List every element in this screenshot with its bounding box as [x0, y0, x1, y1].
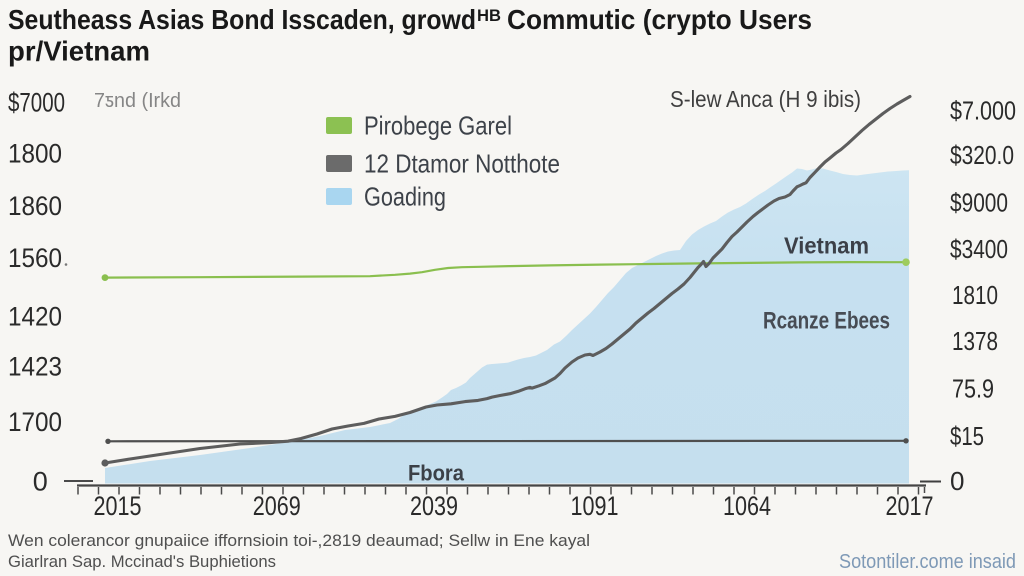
svg-text:2015: 2015	[94, 491, 142, 521]
svg-text:0: 0	[950, 466, 964, 496]
svg-text:2017: 2017	[886, 491, 934, 521]
svg-text:1378: 1378	[952, 326, 998, 356]
svg-text:7ƽnd (Irkd: 7ƽnd (Irkd	[94, 90, 181, 112]
svg-text:0: 0	[33, 467, 48, 497]
svg-text:$320.0: $320.0	[950, 140, 1014, 170]
svg-text:$3400: $3400	[950, 234, 1008, 264]
svg-text:Goading: Goading	[364, 181, 446, 211]
svg-text:Seutheass Asias Bond Isscaden,: Seutheass Asias Bond Isscaden, growd	[8, 4, 476, 35]
svg-text:HB: HB	[477, 6, 501, 25]
svg-text:1560: 1560	[8, 243, 62, 273]
svg-text:Sotontiler.come insaid: Sotontiler.come insaid	[839, 551, 1016, 573]
svg-text:2069: 2069	[253, 491, 301, 521]
svg-text:Commutic (crypto Users: Commutic (crypto Users	[507, 4, 812, 35]
svg-text:$9000: $9000	[950, 188, 1008, 218]
svg-text:1800: 1800	[8, 139, 62, 169]
svg-text:Rcanze Ebees: Rcanze Ebees	[763, 308, 890, 335]
svg-text:1860: 1860	[8, 191, 62, 221]
svg-text:1420: 1420	[8, 302, 62, 332]
svg-text:Fbora: Fbora	[408, 461, 465, 486]
svg-text:1700: 1700	[8, 407, 62, 437]
svg-text:1091: 1091	[571, 491, 619, 521]
svg-text:12 Dtamor Notthote: 12 Dtamor Notthote	[364, 148, 560, 178]
svg-text:75.9: 75.9	[952, 374, 994, 404]
svg-text:1423: 1423	[8, 352, 62, 382]
svg-text:1810: 1810	[952, 280, 998, 310]
svg-text:$7.000: $7.000	[950, 96, 1016, 126]
svg-text:1064: 1064	[723, 491, 771, 521]
svg-text:Vietnam: Vietnam	[784, 233, 869, 259]
svg-text:$15: $15	[950, 421, 984, 451]
svg-text:pr/Vietnam: pr/Vietnam	[8, 36, 150, 67]
svg-text:Wen colerancor gnupaiice iffor: Wen colerancor gnupaiice iffornsioin toi…	[8, 531, 590, 550]
svg-text:Giarlran Sap. Mccinad's Buphie: Giarlran Sap. Mccinad's Buphietions	[8, 552, 276, 571]
svg-text:$7000: $7000	[8, 88, 65, 118]
svg-text:2039: 2039	[410, 491, 458, 521]
svg-text:S-lew Anca (H 9 ibis): S-lew Anca (H 9 ibis)	[670, 86, 861, 112]
svg-text:Pirobege Garel: Pirobege Garel	[364, 111, 512, 141]
